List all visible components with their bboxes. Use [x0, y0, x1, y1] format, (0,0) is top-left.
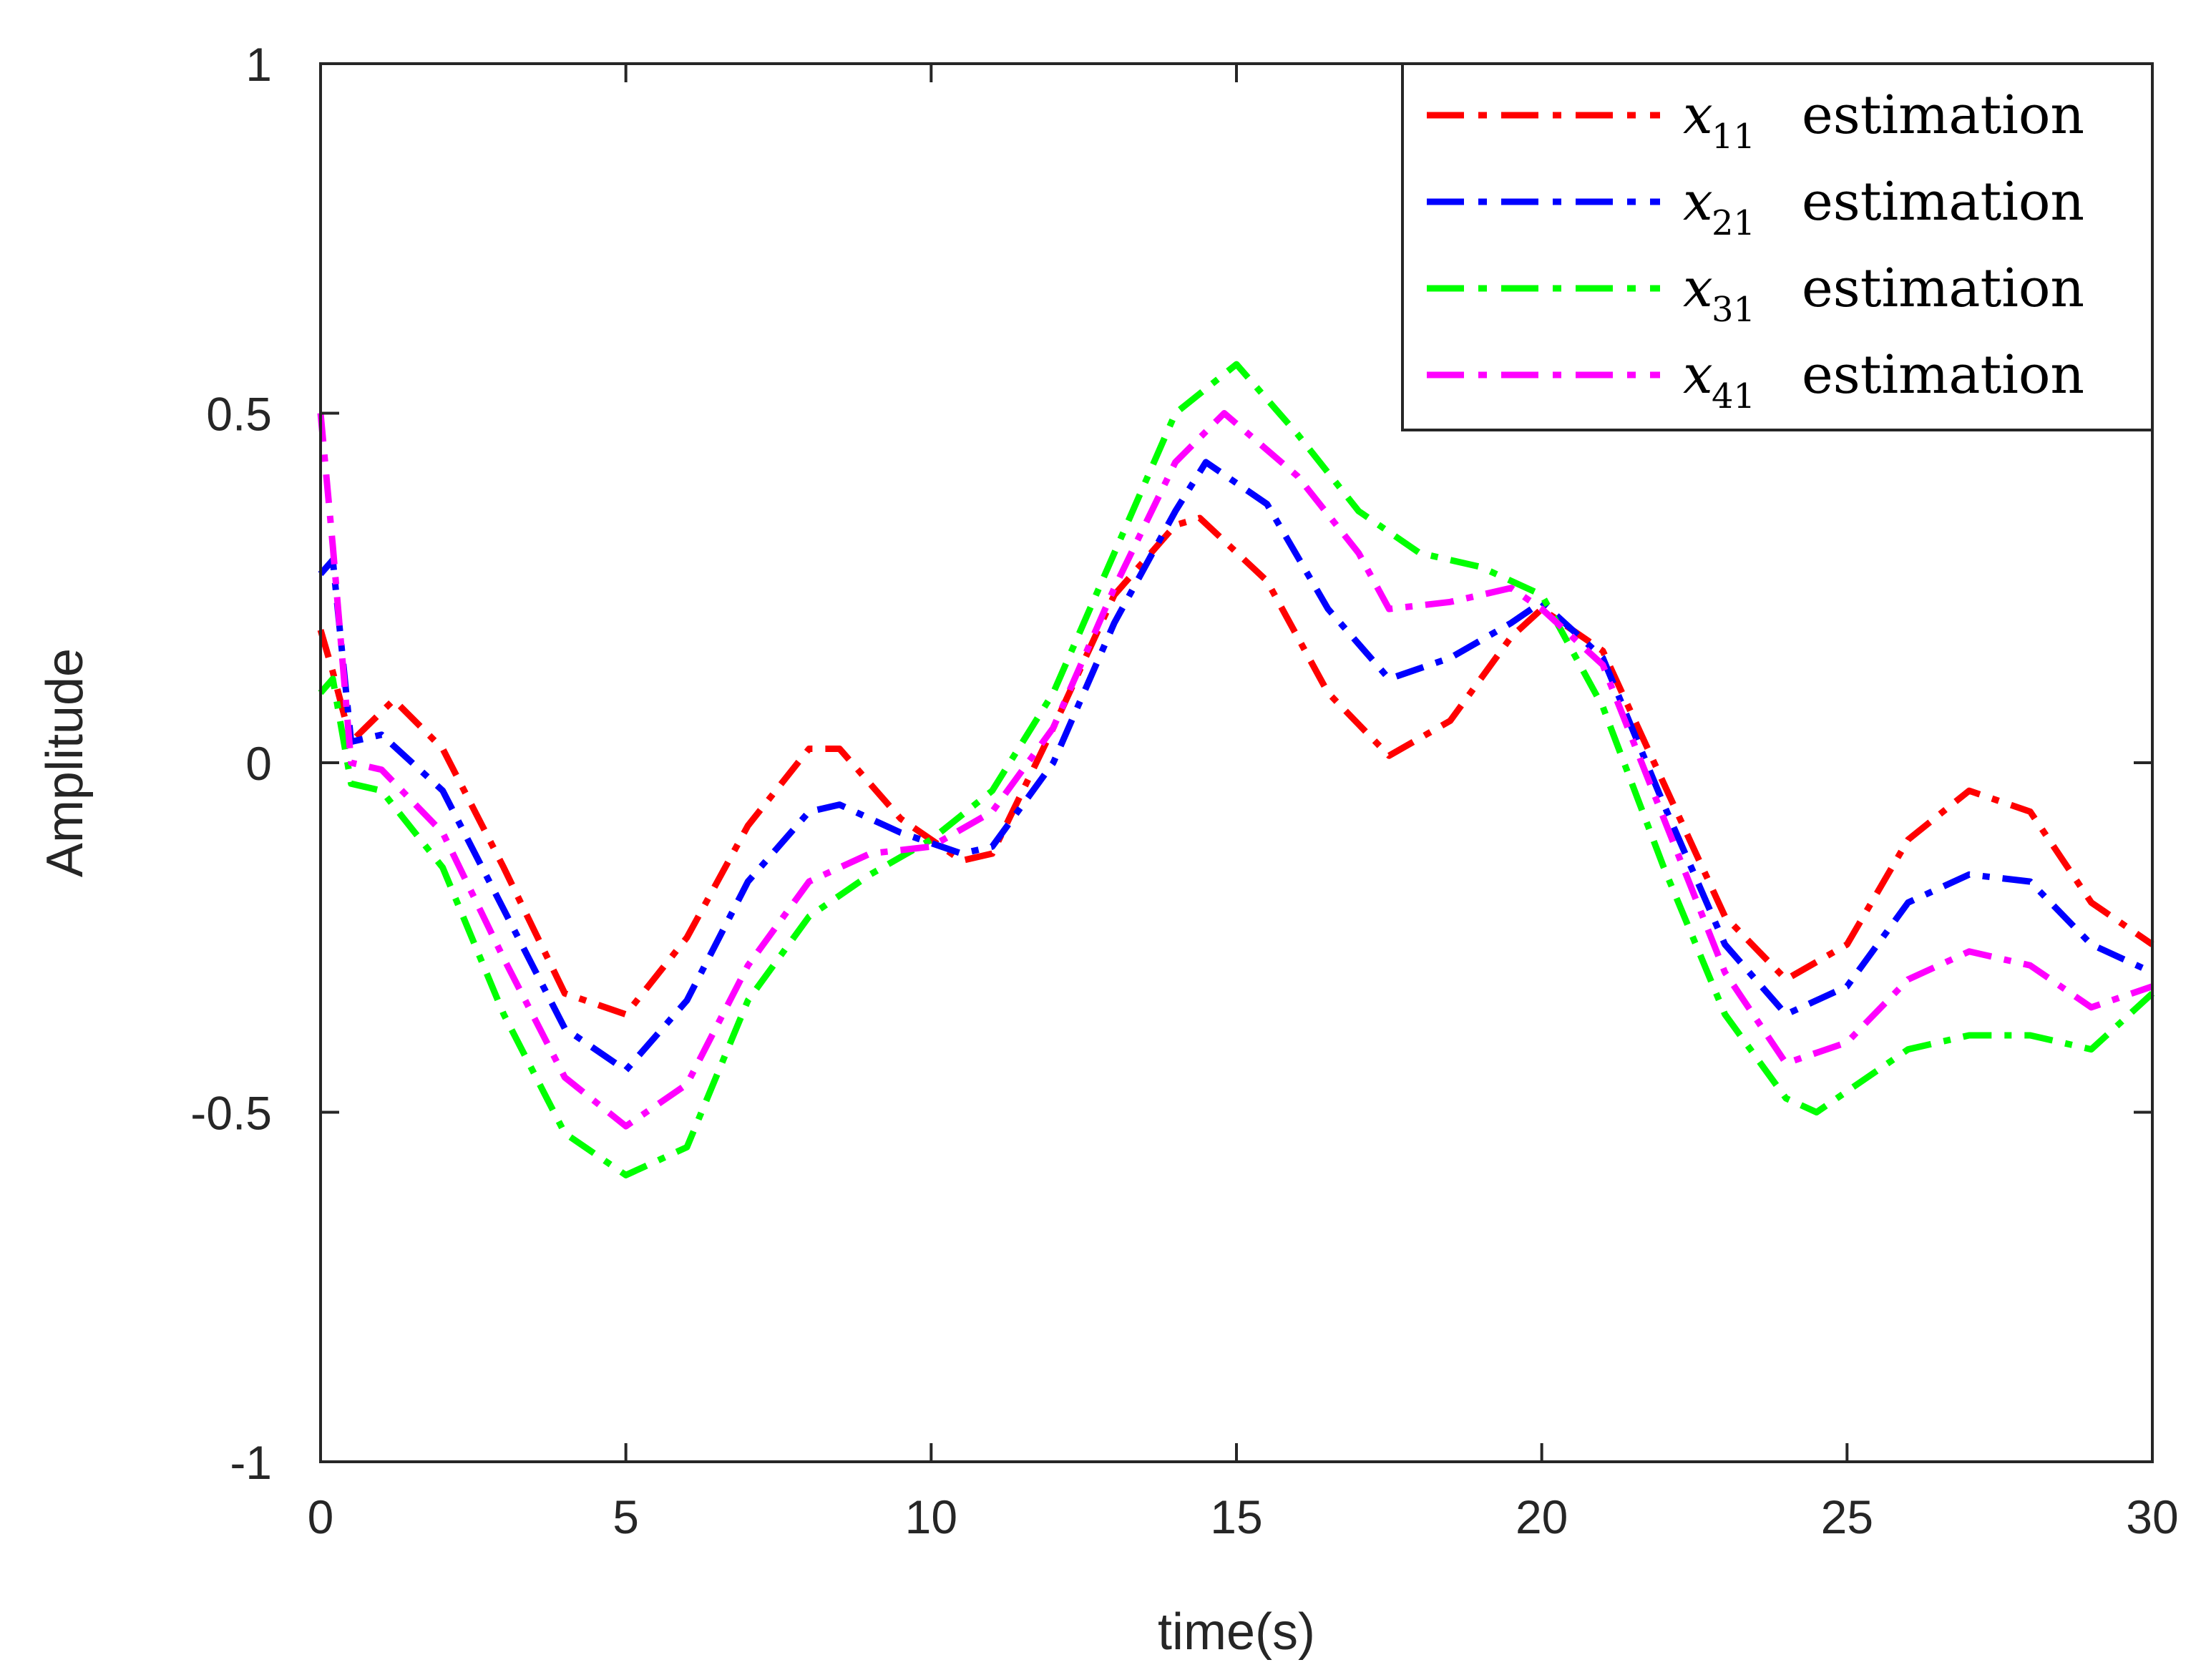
legend-entry: x31 estimation	[1427, 258, 2084, 330]
x-tick-label: 15	[1210, 1490, 1262, 1543]
legend-var: x	[1683, 84, 1713, 146]
legend-subscript: 11	[1712, 117, 1755, 157]
legend-var: x	[1683, 258, 1713, 319]
legend-subscript: 31	[1712, 290, 1755, 330]
legend-label: estimation	[1802, 171, 2084, 233]
x-tick-label: 5	[613, 1490, 639, 1543]
legend-label: estimation	[1802, 344, 2084, 406]
y-tick-label: 0	[245, 737, 272, 790]
y-tick-label: -1	[230, 1436, 272, 1489]
legend-var: x	[1683, 344, 1713, 406]
ticks-layer: 0 5 10 15 20 25 30 -1 -0.5 0 0.5 1	[190, 38, 2178, 1543]
series-line-21	[318, 459, 2154, 1074]
legend-entry: x41 estimation	[1427, 344, 2084, 416]
x-tick-label: 30	[2126, 1490, 2178, 1543]
x-tick-label: 0	[308, 1490, 334, 1543]
y-tick-label: 0.5	[206, 388, 272, 441]
y-axis-label: Amplitude	[36, 648, 94, 877]
series-layer	[317, 361, 2155, 1178]
x-tick-label: 20	[1516, 1490, 1568, 1543]
legend-subscript: 21	[1712, 203, 1755, 243]
series-line-41	[317, 410, 2154, 1130]
x-tick-label: 10	[905, 1490, 957, 1543]
legend-label: estimation	[1802, 258, 2084, 319]
legend-label: estimation	[1802, 84, 2084, 146]
legend-entry: x21 estimation	[1427, 171, 2084, 243]
legend-subscript: 41	[1712, 376, 1755, 416]
x-axis-label: time(s)	[1158, 1603, 1315, 1661]
y-tick-label: 1	[245, 38, 272, 91]
legend-entry: x11 estimation	[1427, 84, 2084, 157]
legend-box	[1401, 62, 2154, 431]
legend-var: x	[1683, 171, 1713, 233]
series-line-11	[317, 514, 2154, 1018]
y-tick-label: -0.5	[190, 1087, 272, 1140]
x-tick-label: 25	[1821, 1490, 1873, 1543]
